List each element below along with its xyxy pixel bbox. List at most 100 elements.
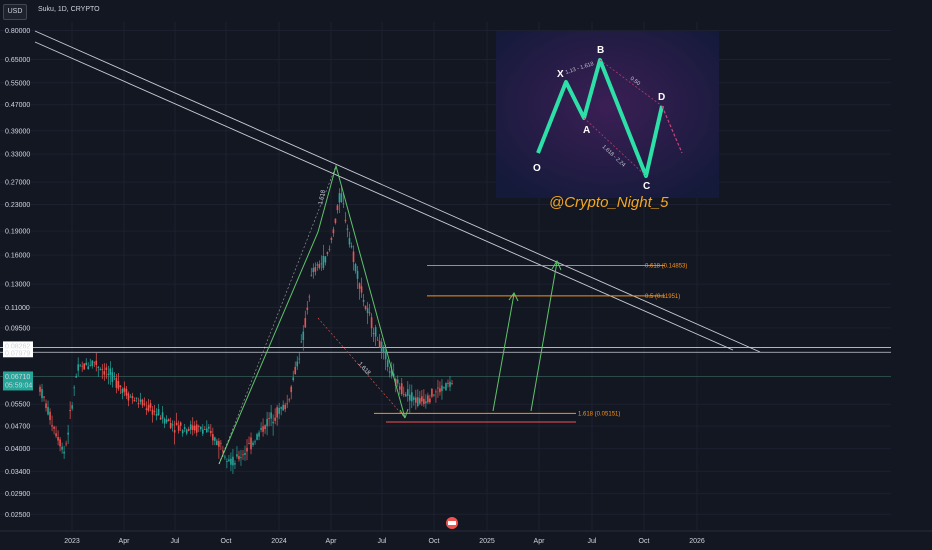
- candle-body: [372, 333, 375, 335]
- candle-body: [169, 422, 172, 429]
- candle-body: [302, 331, 305, 341]
- candle-body: [187, 428, 190, 431]
- upper-trendline: [34, 30, 761, 353]
- candle-body: [161, 412, 164, 419]
- candle-body: [292, 377, 295, 381]
- candle-body: [63, 451, 65, 454]
- candle-body: [197, 426, 200, 427]
- inset-label-b: B: [597, 45, 604, 56]
- candle-body: [139, 399, 142, 402]
- price-tick-label: 0.02900: [5, 491, 30, 498]
- candle-body: [366, 308, 369, 314]
- candle-body: [99, 369, 102, 371]
- candle-body: [137, 403, 140, 405]
- candle-body: [93, 361, 96, 363]
- time-tick-label: Apr: [534, 538, 546, 545]
- currency-badge[interactable]: USD: [3, 4, 27, 20]
- candle-body: [236, 454, 238, 457]
- author-watermark: @Crypto_Night_5: [549, 194, 669, 211]
- candle-body: [310, 274, 313, 276]
- candle-body: [67, 432, 69, 435]
- inset-ratio-line: [599, 59, 663, 107]
- candle-body: [206, 428, 208, 433]
- candle-body: [199, 426, 202, 430]
- time-tick-label: Jul: [171, 538, 180, 545]
- price-tick-label: 0.11000: [5, 305, 30, 312]
- candle-body: [81, 365, 84, 367]
- candle-body: [286, 403, 288, 405]
- candle-body: [300, 341, 303, 343]
- candle-body: [262, 426, 264, 432]
- candle-body: [65, 443, 67, 445]
- candle-body: [338, 193, 341, 203]
- candle-body: [57, 437, 59, 441]
- time-tick-label: 2025: [479, 538, 495, 545]
- candle-body: [165, 419, 168, 423]
- candle-body: [384, 351, 387, 360]
- candle-body: [117, 380, 120, 389]
- candle-body: [378, 340, 381, 348]
- candle-body: [356, 270, 359, 279]
- candle-body: [226, 461, 228, 462]
- candle-body: [115, 378, 118, 388]
- candle-body: [123, 387, 126, 392]
- candle-body: [396, 379, 399, 384]
- candle-body: [264, 425, 266, 430]
- candle-body: [282, 404, 284, 411]
- candle-body: [71, 405, 73, 409]
- candle-body: [298, 358, 301, 360]
- pattern-leg-solid: [218, 164, 406, 465]
- candle-body: [59, 439, 61, 447]
- price-tick-label: 0.09500: [5, 325, 30, 332]
- candle-body: [177, 425, 180, 431]
- candle-body: [179, 422, 182, 426]
- time-axis[interactable]: 2023 Apr Jul Oct 2024 Apr Jul Oct 2025 Apr Jul Oct 2…: [0, 530, 932, 545]
- candle-body: [368, 312, 371, 314]
- flag-icon[interactable]: [446, 517, 458, 529]
- candle-body: [342, 203, 345, 205]
- price-tick-label: 0.39000: [5, 128, 30, 135]
- candle-body: [201, 429, 204, 434]
- inset-ratio-bd: 0.50: [629, 76, 641, 87]
- candle-body: [163, 418, 166, 424]
- candle-body: [135, 397, 138, 399]
- candle-body: [419, 398, 421, 404]
- candle-body: [232, 456, 234, 466]
- candle-body: [173, 430, 176, 433]
- candle-body: [278, 407, 280, 414]
- candle-body: [284, 404, 286, 410]
- candles: [39, 185, 453, 475]
- inset-label-c: C: [643, 181, 650, 192]
- candle-body: [111, 372, 114, 382]
- candle-body: [69, 410, 71, 412]
- candle-body: [390, 369, 393, 376]
- candle-body: [258, 432, 260, 437]
- candle-body: [443, 387, 445, 389]
- inset-label-x: X: [557, 69, 564, 80]
- inset-projection: [661, 105, 683, 154]
- candle-body: [129, 396, 132, 398]
- candle-body: [171, 424, 174, 426]
- candle-body: [354, 264, 357, 272]
- candle-body: [147, 405, 150, 411]
- candle-body: [308, 296, 311, 298]
- price-axis[interactable]: 0.80000 0.65000 0.55000 0.47000 0.39000 0.330…: [5, 0, 932, 550]
- candle-body: [230, 458, 232, 465]
- price-tick-label: 0.05500: [5, 402, 30, 409]
- candle-body: [326, 252, 329, 254]
- candle-body: [49, 411, 51, 420]
- candle-body: [435, 391, 437, 393]
- candle-body: [398, 386, 401, 390]
- candle-body: [402, 394, 405, 396]
- candle-body: [113, 376, 116, 377]
- candle-body: [358, 283, 361, 289]
- candle-body: [380, 341, 383, 352]
- candle-body: [445, 383, 447, 391]
- projection-arrowhead: [551, 259, 562, 271]
- candle-body: [437, 387, 439, 389]
- candle-body: [61, 446, 63, 450]
- candle-body: [208, 426, 210, 429]
- candle-body: [95, 360, 98, 366]
- candle-body: [234, 463, 236, 465]
